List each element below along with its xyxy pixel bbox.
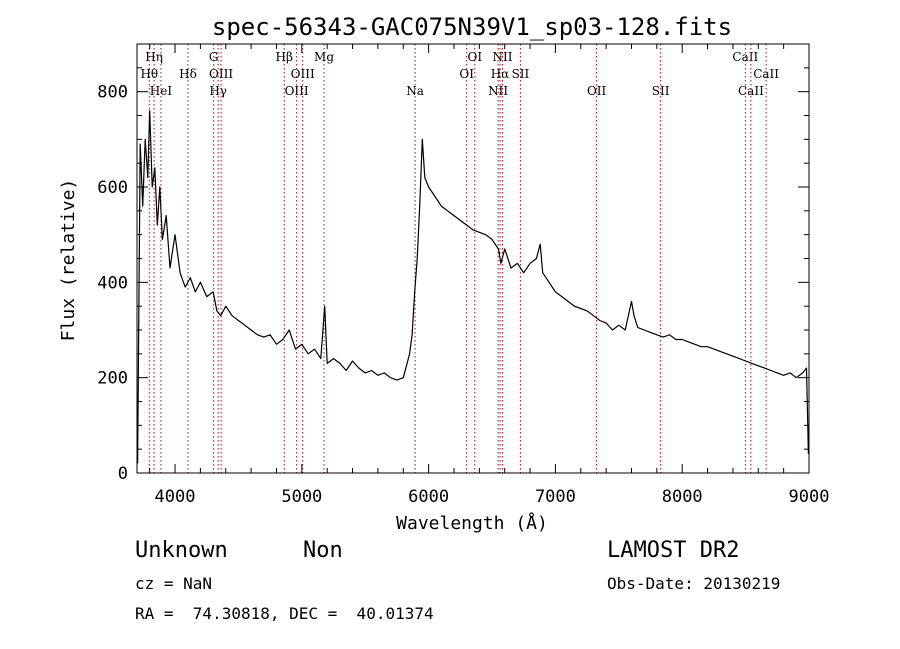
line-marker-label-9: OIII: [285, 84, 309, 98]
line-marker-label-17: NII: [488, 84, 508, 98]
x-axis-label: Wavelength (Å): [396, 512, 548, 534]
line-marker-label-20: CaII: [732, 50, 758, 64]
chart-title: spec-56343-GAC075N39V1_sp03-128.fits: [212, 13, 732, 41]
spectral-subclass: Non: [303, 538, 343, 563]
line-marker-label-12: OI: [467, 50, 482, 64]
survey-name: LAMOST DR2: [607, 538, 740, 563]
line-marker-label-19: SII: [652, 84, 670, 98]
plot-frame: [136, 43, 810, 474]
line-marker-label-18: OII: [587, 84, 607, 98]
spectrum-line-0: [137, 110, 809, 464]
y-tick-label-3: 600: [97, 178, 128, 198]
line-marker-label-13: OI: [459, 67, 474, 81]
y-axis: 0 200 400 600 800: [97, 67, 809, 484]
line-marker-label-7: Hβ: [276, 50, 293, 64]
sky-coordinates: RA = 74.30818, DEC = 40.01374: [135, 604, 434, 623]
line-marker-label-6: Hγ: [209, 84, 227, 98]
y-tick-label-0: 0: [118, 464, 128, 484]
y-axis-label: Flux (relative): [58, 179, 79, 342]
x-axis: 4000 5000 6000 7000 8000 9000: [149, 44, 830, 507]
x-tick-label-4: 8000: [662, 487, 703, 507]
line-marker-label-21: CaII: [753, 67, 779, 81]
line-marker-label-22: CaII: [738, 84, 764, 98]
x-tick-label-2: 6000: [408, 487, 449, 507]
line-marker-label-11: Na: [406, 84, 424, 98]
observation-date: Obs-Date: 20130219: [607, 574, 781, 593]
y-tick-label-2: 400: [97, 273, 128, 293]
line-marker-label-8: OIII: [291, 67, 315, 81]
line-marker-label-5: OIII: [209, 67, 233, 81]
x-tick-label-0: 4000: [155, 487, 196, 507]
spectral-class: Unknown: [135, 538, 228, 563]
x-tick-label-3: 7000: [535, 487, 576, 507]
line-marker-label-16: SII: [512, 67, 530, 81]
line-marker-label-14: NII: [493, 50, 513, 64]
line-marker-label-4: G: [209, 50, 219, 64]
line-marker-label-3: Hδ: [179, 67, 197, 81]
redshift-cz: cz = NaN: [135, 574, 213, 593]
line-marker-label-15: Hα: [491, 67, 510, 81]
line-marker-label-1: Hθ: [140, 67, 158, 81]
line-marker-label-0: Hη: [145, 50, 163, 64]
x-tick-label-1: 5000: [281, 487, 322, 507]
line-marker-label-2: HeI: [150, 84, 173, 98]
y-tick-label-4: 800: [97, 83, 128, 103]
spectrum-series: [137, 110, 809, 464]
x-tick-label-5: 9000: [789, 487, 830, 507]
line-marker-label-10: Mg: [314, 50, 334, 64]
y-tick-label-1: 200: [97, 369, 128, 389]
